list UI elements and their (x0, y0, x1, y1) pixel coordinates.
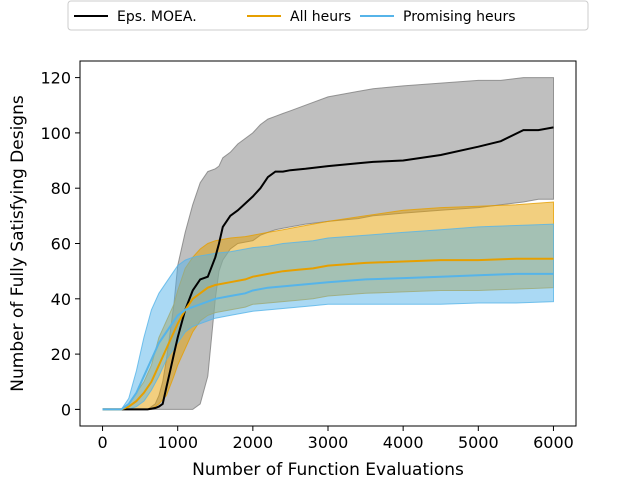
x-tick-label: 1000 (157, 433, 198, 452)
y-tick-label: 20 (51, 345, 71, 364)
legend: Eps. MOEA. All heurs Promising heurs (67, 0, 589, 31)
y-tick-label: 60 (51, 235, 71, 254)
legend-label-0: Eps. MOEA. (117, 9, 197, 25)
line-series-2 (102, 272, 554, 411)
x-tick-label: 3000 (308, 433, 349, 452)
x-axis: 0 1000 2000 3000 4000 5000 6000 (97, 426, 574, 452)
y-axis-title: Number of Fully Satisfying Designs (8, 95, 28, 392)
band-series-0 (102, 77, 554, 410)
x-tick-label: 4000 (383, 433, 424, 452)
y-tick-label: 0 (61, 400, 71, 419)
y-tick-label: 80 (51, 179, 71, 198)
line-series-1 (102, 257, 554, 411)
y-tick-label: 100 (40, 124, 71, 143)
x-tick-label: 0 (97, 433, 107, 452)
legend-label-1: All heurs (290, 9, 351, 25)
line-series-0 (102, 126, 554, 411)
band-series-2 (102, 223, 554, 410)
x-tick-label: 5000 (458, 433, 499, 452)
y-tick-label: 120 (40, 69, 71, 88)
x-axis-title: Number of Function Evaluations (192, 460, 464, 480)
y-axis: 0 20 40 60 80 100 120 (40, 69, 80, 419)
x-tick-label: 2000 (232, 433, 273, 452)
legend-box (67, 0, 589, 31)
x-tick-label: 6000 (533, 433, 574, 452)
legend-label-2: Promising heurs (403, 9, 516, 25)
y-tick-label: 40 (51, 290, 71, 309)
confidence-bands (102, 77, 554, 410)
series-lines (102, 126, 554, 411)
